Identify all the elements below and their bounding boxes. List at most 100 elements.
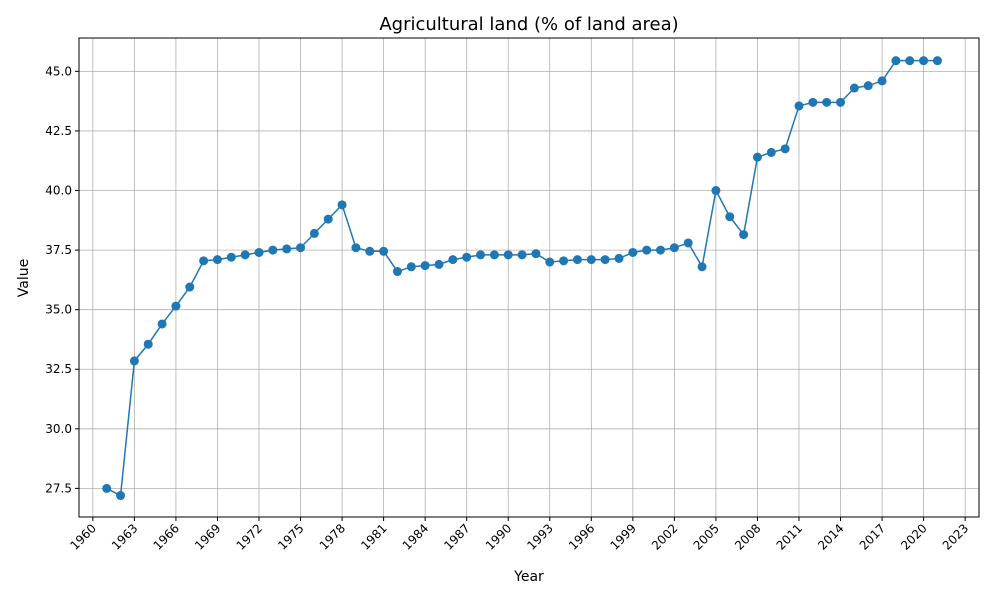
data-point — [919, 56, 929, 66]
data-point — [877, 76, 887, 86]
x-tick-label: 1996 — [566, 521, 597, 552]
x-tick-label: 2002 — [649, 521, 680, 552]
data-point — [600, 255, 610, 265]
data-point — [392, 267, 402, 277]
series-line — [106, 59, 938, 497]
data-point — [891, 56, 901, 66]
data-point — [143, 339, 153, 349]
data-point — [559, 256, 569, 266]
x-tick-label: 2023 — [940, 521, 971, 552]
data-point — [669, 243, 679, 253]
data-point — [545, 257, 555, 267]
data-point — [503, 250, 513, 260]
data-point — [531, 249, 541, 259]
x-tick-label: 2020 — [898, 521, 929, 552]
data-point — [351, 243, 361, 253]
y-tick-label: 45.0 — [45, 64, 72, 78]
data-point — [420, 261, 430, 271]
x-tick-label: 1969 — [192, 521, 223, 552]
data-point — [752, 152, 762, 162]
data-point — [614, 253, 624, 263]
data-point — [586, 255, 596, 265]
series-layer — [102, 56, 942, 501]
x-tick-label: 1990 — [483, 521, 514, 552]
data-point — [309, 228, 319, 238]
data-point — [863, 81, 873, 91]
y-tick-label: 37.5 — [45, 243, 72, 257]
data-point — [199, 256, 209, 266]
data-point — [365, 246, 375, 256]
data-point — [240, 250, 250, 260]
data-point — [171, 301, 181, 311]
data-point — [406, 262, 416, 272]
x-tick-label: 1984 — [400, 521, 431, 552]
data-point — [628, 247, 638, 257]
data-point — [572, 255, 582, 265]
data-point — [476, 250, 486, 260]
data-point — [226, 252, 236, 262]
y-tick-label: 42.5 — [45, 124, 72, 138]
x-tick-label: 2005 — [691, 521, 722, 552]
data-point — [711, 186, 721, 196]
x-tick-label: 1987 — [441, 521, 472, 552]
data-point — [116, 491, 126, 501]
x-tick-label: 1960 — [67, 521, 98, 552]
x-tick-label: 1999 — [607, 521, 638, 552]
x-tick-label: 1972 — [234, 521, 265, 552]
data-point — [489, 250, 499, 260]
x-tick-label: 1975 — [275, 521, 306, 552]
y-axis-label: Value — [16, 259, 32, 297]
data-point — [656, 245, 666, 255]
x-tick-label: 1981 — [358, 521, 389, 552]
data-point — [836, 97, 846, 107]
data-point — [102, 483, 112, 493]
data-point — [185, 282, 195, 292]
data-point — [822, 97, 832, 107]
data-point — [157, 319, 167, 329]
data-point — [683, 238, 693, 248]
data-point — [129, 356, 139, 366]
plot-frame — [78, 37, 980, 518]
data-point — [462, 252, 472, 262]
data-point — [434, 259, 444, 269]
data-point — [448, 255, 458, 265]
data-point — [379, 246, 389, 256]
data-point — [254, 247, 264, 257]
x-tick-label: 2017 — [857, 521, 888, 552]
x-axis-label: Year — [513, 569, 544, 585]
data-point — [808, 97, 818, 107]
data-point — [212, 255, 222, 265]
data-point — [905, 56, 915, 66]
chart-title: Agricultural land (% of land area) — [379, 14, 678, 35]
data-point — [725, 212, 735, 222]
data-point — [849, 83, 859, 93]
y-tick-label: 35.0 — [45, 303, 72, 317]
x-tick-label: 2008 — [732, 521, 763, 552]
data-point — [517, 250, 527, 260]
data-point — [794, 101, 804, 111]
data-point — [697, 262, 707, 272]
x-tick-label: 1966 — [151, 521, 182, 552]
grid — [79, 38, 979, 517]
data-point — [739, 230, 749, 240]
x-tick-label: 1963 — [109, 521, 140, 552]
x-tick-label: 2014 — [815, 521, 846, 552]
data-point — [282, 244, 292, 254]
x-tick-label: 1978 — [317, 521, 348, 552]
y-tick-label: 27.5 — [45, 481, 72, 495]
y-tick-label: 40.0 — [45, 184, 72, 198]
data-point — [268, 245, 278, 255]
x-tick-label: 1993 — [524, 521, 555, 552]
data-point — [296, 243, 306, 253]
data-point — [337, 200, 347, 210]
data-point — [323, 214, 333, 224]
data-point — [766, 147, 776, 157]
data-point — [932, 56, 942, 66]
x-tick-label: 2011 — [774, 521, 805, 552]
data-point — [780, 144, 790, 154]
data-point — [642, 245, 652, 255]
y-tick-label: 30.0 — [45, 422, 72, 436]
y-tick-label: 32.5 — [45, 362, 72, 376]
